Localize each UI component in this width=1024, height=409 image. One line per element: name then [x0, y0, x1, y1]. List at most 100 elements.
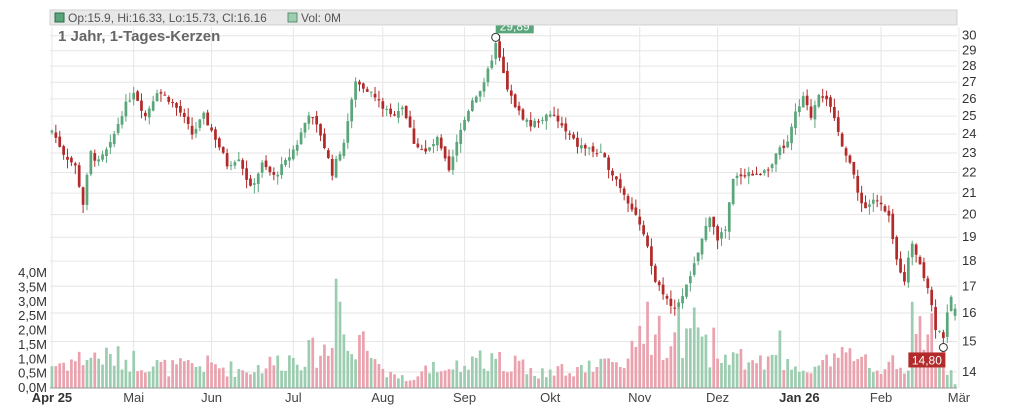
candle-body — [194, 128, 198, 134]
volume-bar — [124, 359, 128, 388]
candle-body — [829, 97, 832, 107]
candle-body — [291, 149, 295, 160]
volume-bar — [544, 377, 548, 388]
volume-bar — [805, 372, 809, 388]
volume-bar — [599, 358, 603, 388]
candle-body — [751, 173, 754, 176]
volume-bar — [509, 371, 513, 388]
volume-bar — [77, 351, 81, 388]
candle-body — [774, 153, 778, 165]
candle-body — [661, 284, 665, 295]
candle-body — [463, 119, 466, 131]
volume-bar — [735, 353, 739, 388]
candle-body — [607, 157, 610, 170]
candle-body — [576, 137, 579, 147]
candle-body — [945, 312, 949, 337]
volume-bar — [97, 358, 101, 388]
volume-bar — [256, 365, 260, 388]
candle-body — [611, 170, 614, 176]
volume-bar — [163, 359, 167, 388]
candle-body — [918, 256, 922, 265]
volume-bar — [513, 355, 517, 388]
candle-body — [646, 235, 649, 247]
volume-bar — [906, 370, 910, 388]
volume-bar — [334, 278, 338, 388]
candle-body — [202, 112, 206, 119]
volume-bar — [486, 370, 490, 388]
volume-bar — [650, 354, 653, 388]
volume-bar — [54, 366, 58, 388]
candle-body — [618, 179, 622, 188]
volume-bar — [272, 365, 276, 388]
candle-body — [572, 134, 575, 139]
volume-bar — [813, 366, 817, 388]
candle-body — [513, 94, 517, 108]
volume-bar — [81, 365, 85, 388]
volume-bar — [369, 357, 373, 388]
candle-body — [821, 96, 825, 98]
volume-bar — [556, 366, 560, 388]
volume-bar — [630, 340, 634, 388]
volume-bar — [182, 361, 186, 388]
candle-body — [552, 114, 556, 116]
volume-bar — [319, 355, 322, 388]
volume-bar — [564, 375, 568, 388]
candle-body — [856, 175, 860, 193]
price-tick-label: 15 — [962, 334, 976, 349]
candle-body — [315, 115, 319, 125]
candle-body — [949, 296, 953, 311]
volume-bar — [560, 364, 564, 388]
time-tick-label: Dez — [706, 390, 729, 405]
volume-bar — [229, 361, 233, 388]
volume-bar — [681, 358, 684, 388]
candle-body — [233, 162, 237, 166]
volume-bar — [759, 355, 762, 388]
candle-body — [782, 145, 786, 148]
volume-bar — [253, 372, 256, 388]
candle-body — [692, 263, 696, 275]
candle-body — [914, 244, 918, 255]
candlesticks — [50, 35, 957, 348]
candle-body — [688, 276, 692, 284]
candle-body — [502, 56, 505, 74]
legend-bar — [49, 9, 958, 26]
candle-body — [603, 153, 607, 158]
candle-body — [934, 307, 937, 331]
volume-bar — [665, 357, 669, 388]
candle-body — [163, 94, 167, 96]
volume-bar — [214, 364, 217, 388]
volume-bar — [490, 353, 494, 388]
candle-body — [517, 105, 521, 111]
candle-body — [700, 238, 704, 255]
candle-body — [408, 116, 412, 128]
candle-body — [120, 116, 124, 125]
candle-body — [875, 200, 879, 202]
volume-bar — [875, 370, 879, 388]
candle-body — [214, 129, 217, 140]
candle-body — [529, 120, 533, 127]
volume-bar — [233, 377, 237, 388]
volume-bar — [470, 356, 474, 388]
candle-body — [490, 60, 494, 68]
volume-bar — [945, 374, 949, 388]
candle-body — [373, 93, 377, 98]
candle-body — [864, 202, 867, 209]
volume-tick-label: 0,5M — [18, 366, 47, 381]
candle-body — [393, 114, 396, 116]
candle-body — [938, 330, 941, 332]
volume-bar — [700, 336, 704, 388]
time-tick-label: Jun — [201, 390, 222, 405]
candle-body — [124, 101, 128, 117]
candle-body — [805, 95, 809, 106]
volume-bar — [766, 356, 770, 388]
candle-body — [735, 175, 739, 178]
candle-body — [159, 92, 163, 94]
volume-bar — [521, 359, 525, 388]
candle-body — [525, 119, 529, 122]
volume-bar — [498, 351, 501, 388]
candle-body — [797, 106, 801, 113]
candle-body — [638, 216, 642, 225]
volume-bar — [58, 363, 62, 388]
